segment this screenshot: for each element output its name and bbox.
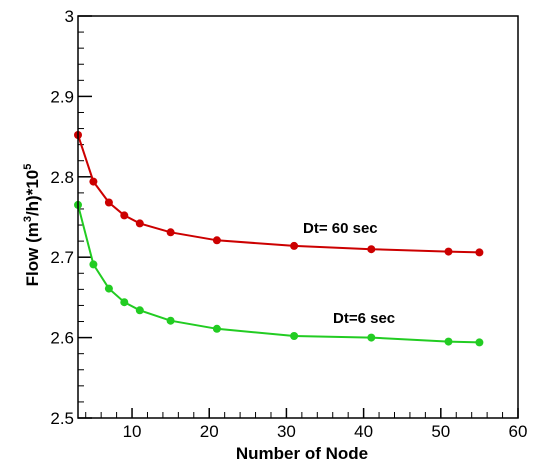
x-tick-label: 30 <box>277 422 296 441</box>
series-point-0 <box>89 177 98 186</box>
series-point-0 <box>444 247 453 256</box>
y-tick-label: 3 <box>65 7 74 26</box>
series-label-dt-60: Dt= 60 sec <box>303 220 378 237</box>
series-point-1 <box>135 306 144 315</box>
x-tick-label: 20 <box>200 422 219 441</box>
series-point-1 <box>104 284 113 293</box>
x-tick-label: 40 <box>354 422 373 441</box>
y-tick-label: 2.7 <box>50 248 74 267</box>
series-point-0 <box>290 241 299 250</box>
series-point-0 <box>212 236 221 245</box>
x-tick-label: 10 <box>123 422 142 441</box>
series-point-1 <box>120 298 129 307</box>
series-point-0 <box>135 219 144 228</box>
series-point-1 <box>290 332 299 340</box>
series-point-1 <box>89 260 98 269</box>
y-tick-label: 2.9 <box>50 87 74 106</box>
series-point-1 <box>475 338 484 347</box>
y-tick-label: 2.8 <box>50 168 74 187</box>
x-tick-label: 50 <box>431 422 450 441</box>
series-point-1 <box>212 324 221 333</box>
y-axis-title-sup1: 3 <box>22 216 34 222</box>
series-point-1 <box>166 316 175 325</box>
series-layer <box>74 131 484 347</box>
series-point-0 <box>367 245 376 254</box>
series-line-0 <box>77 134 480 254</box>
y-tick-label: 2.5 <box>50 409 74 428</box>
ticks-layer <box>78 15 519 419</box>
y-axis-title-prefix: Flow (m <box>23 222 42 286</box>
series-point-1 <box>367 333 376 342</box>
series-point-1 <box>444 337 453 346</box>
plot-frame <box>77 15 519 419</box>
y-axis-title-sup2: 5 <box>22 164 34 170</box>
y-tick-label: 2.6 <box>50 329 74 348</box>
series-label-dt-6: Dt=6 sec <box>333 310 395 327</box>
x-tick-label: 60 <box>509 422 528 441</box>
x-axis-title: Number of Node <box>236 444 368 463</box>
y-axis-title: Flow (m3/h)*105 <box>22 164 42 287</box>
series-point-0 <box>120 211 129 220</box>
series-point-0 <box>166 228 175 237</box>
series-point-0 <box>104 198 113 207</box>
series-point-0 <box>475 248 484 257</box>
tick-labels-layer: 10 20 30 40 50 60 2.5 2.6 2.7 2.8 2.9 3 <box>50 7 527 441</box>
y-axis-title-middle: /h)*10 <box>23 170 42 216</box>
